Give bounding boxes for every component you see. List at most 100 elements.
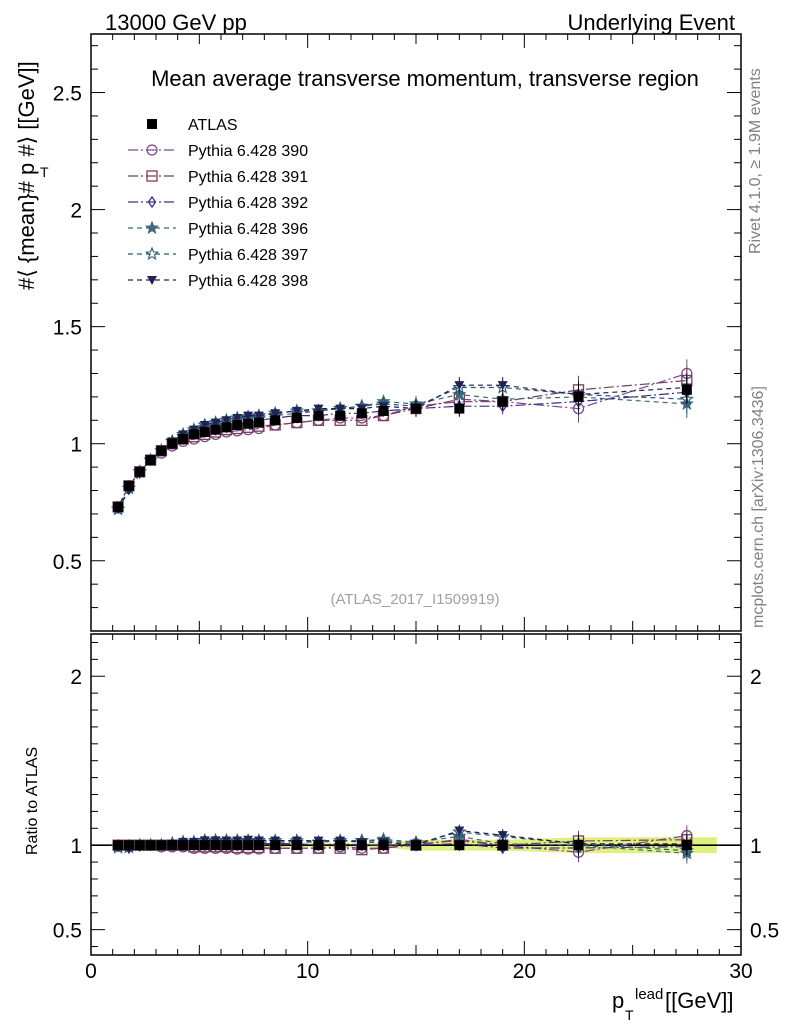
ratio-y-axis-label: Ratio to ATLAS [24, 747, 41, 855]
ratio-point [335, 840, 346, 851]
ratio-point [454, 826, 465, 836]
legend-label: Pythia 6.428 396 [188, 221, 308, 238]
ratio-y-tick-label: 0.5 [53, 920, 82, 943]
ratio-point [573, 840, 584, 851]
legend-marker [144, 220, 160, 235]
ratio-point [270, 840, 281, 851]
data-point [134, 466, 145, 477]
series-pythia-6-428-398 [113, 373, 692, 515]
legend-label: Pythia 6.428 390 [188, 143, 308, 160]
legend-entry-atlas: ATLAS [147, 117, 238, 134]
series-line-pythia-6-428-397 [117, 386, 687, 510]
data-point [243, 418, 254, 429]
data-point [156, 445, 167, 456]
main-y-tick-label: 2.5 [53, 83, 82, 106]
x-axis-label-sub: T [625, 1007, 634, 1023]
data-point [210, 418, 221, 428]
ratio-point [113, 840, 124, 851]
x-tick-label: 20 [513, 960, 536, 983]
series-line-pythia-6-428-390 [117, 372, 687, 508]
data-point [243, 411, 254, 421]
data-point [145, 455, 156, 466]
series-line-pythia-6-428-396 [117, 393, 687, 510]
data-point [454, 381, 465, 391]
legend-marker [146, 144, 158, 156]
data-point [497, 396, 508, 407]
ratio-point [134, 840, 145, 851]
ratio-point [681, 840, 692, 851]
legend-label: ATLAS [188, 117, 238, 134]
x-tick-label: 0 [85, 960, 97, 983]
data-point [232, 419, 243, 430]
legend: ATLAS Pythia 6.428 390 Pythia 6.428 391 Pyt… [128, 117, 308, 290]
rivet-label: Rivet 4.1.0, ≥ 1.9M events [747, 68, 764, 254]
legend-label: Pythia 6.428 392 [188, 195, 308, 212]
data-point [313, 410, 324, 421]
ratio-point [454, 840, 465, 851]
data-point [411, 403, 421, 414]
ratio-point [497, 831, 508, 841]
legend-marker [144, 246, 160, 261]
ratio-y-tick-label-right: 1 [750, 835, 762, 858]
main-y-tick-label: 0.5 [53, 551, 82, 574]
series-pythia-6-428-396 [110, 382, 694, 516]
data-point [253, 411, 264, 421]
data-point [188, 429, 199, 440]
main-y-axis-label: #⟨ {mean}# p #⟩ [[GeV]] [14, 61, 39, 290]
legend-entry-pythia-6-428-398: Pythia 6.428 398 [128, 273, 308, 290]
mcplots-label: mcplots.cern.ch [arXiv:1306.3436] [750, 386, 767, 628]
data-point [335, 410, 346, 421]
x-axis-label-sup: lead [635, 986, 663, 1003]
ratio-point [123, 840, 134, 851]
x-tick-label: 10 [296, 960, 319, 983]
series-line-pythia-6-428-392 [117, 391, 687, 508]
data-point [378, 405, 389, 416]
ratio-plot-panel: 0 10 20 30 0.5 0.5 1 1 2 2 Ratio to ATLAS [24, 633, 779, 983]
analysis-label: (ATLAS_2017_I1509919) [330, 591, 499, 608]
ratio-plot-frame [90, 633, 742, 956]
ratio-point [411, 840, 421, 851]
data-point [356, 408, 367, 419]
main-plot-panel: Mean average transverse momentum, transv… [14, 33, 742, 632]
x-axis-label-main: p [612, 988, 624, 1013]
data-point [270, 409, 281, 419]
main-y-tick-label: 1.5 [53, 317, 82, 340]
data-point [291, 406, 302, 416]
x-axis-label: p T lead [[GeV]] [612, 986, 733, 1023]
ratio-point [156, 840, 167, 851]
main-y-axis-label-sub: T [40, 164, 49, 180]
header-right: Underlying Event [567, 10, 735, 35]
ratio-point [497, 840, 508, 851]
chart-title: Mean average transverse momentum, transv… [151, 66, 699, 91]
series-line-pythia-6-428-398 [117, 384, 687, 510]
x-tick-label: 30 [729, 960, 752, 983]
data-point [221, 422, 232, 433]
data-point [681, 384, 692, 395]
data-point [199, 420, 210, 430]
main-y-tick-label: 2 [70, 200, 82, 223]
legend-entry-pythia-6-428-391: Pythia 6.428 391 [128, 169, 308, 186]
data-point [573, 391, 584, 402]
legend-label: Pythia 6.428 398 [188, 273, 308, 290]
ratio-y-tick-label: 1 [70, 835, 82, 858]
data-point [199, 427, 210, 437]
ratio-point [291, 840, 302, 851]
main-y-tick-label: 1 [70, 434, 82, 457]
main-y-axis-label-text: #⟨ {mean}# p #⟩ [[GeV]] [14, 61, 39, 290]
series-pythia-6-428-391 [112, 366, 693, 513]
data-point [270, 415, 281, 426]
ratio-series-atlas [113, 835, 692, 856]
data-point [123, 480, 134, 491]
ratio-point [253, 840, 264, 851]
header-left: 13000 GeV pp [105, 10, 247, 35]
ratio-y-tick-label: 2 [70, 666, 82, 689]
legend-entry-pythia-6-428-392: Pythia 6.428 392 [128, 195, 308, 212]
data-point [291, 412, 302, 423]
series-atlas [113, 375, 692, 512]
ratio-point [221, 840, 232, 851]
legend-entry-pythia-6-428-396: Pythia 6.428 396 [128, 220, 308, 238]
ratio-point [232, 840, 243, 851]
ratio-point [378, 840, 389, 851]
data-point [313, 404, 324, 414]
